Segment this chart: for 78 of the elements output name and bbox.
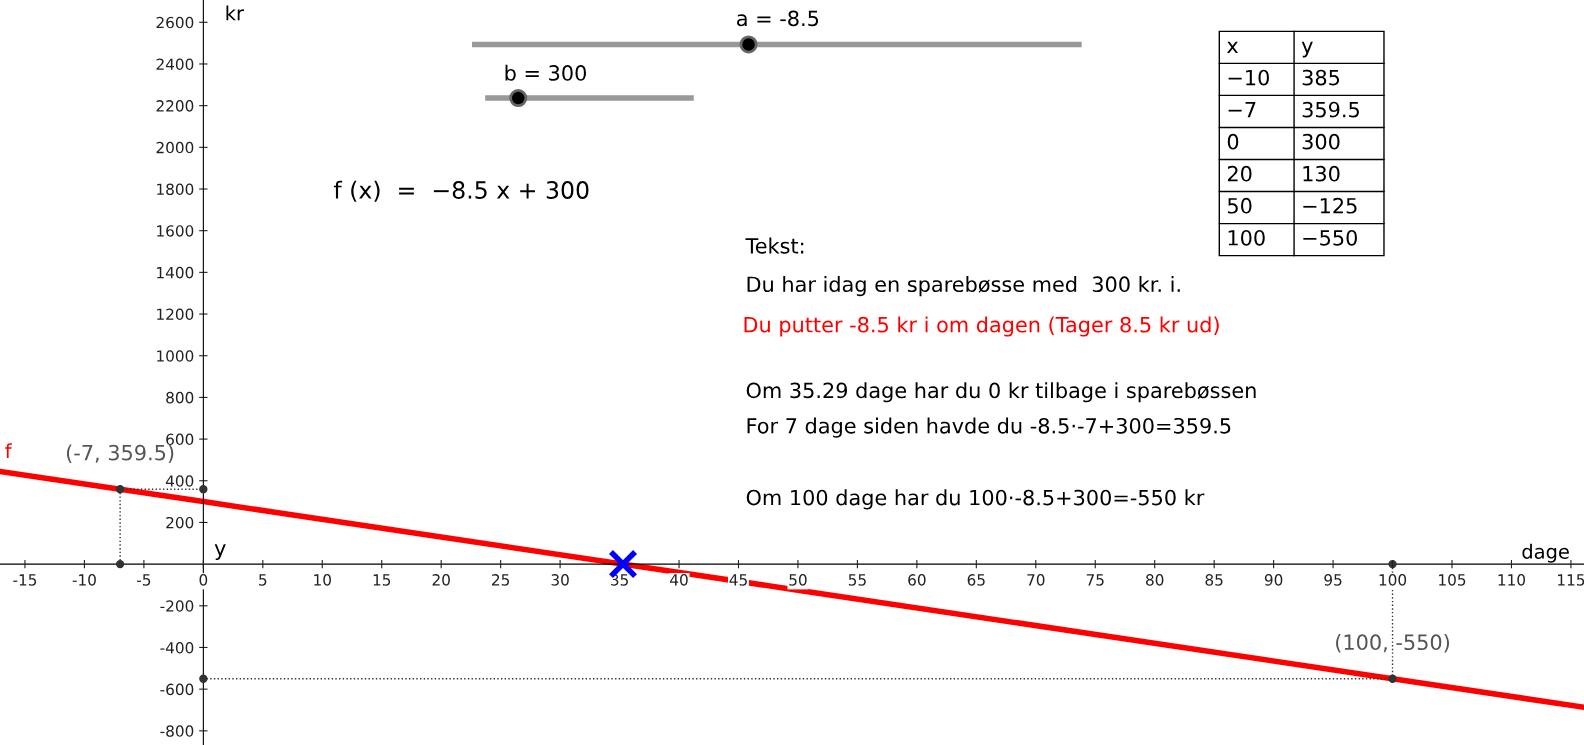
y-axis-title: kr (226, 5, 244, 21)
x-tick-label: 50 (789, 574, 807, 586)
annotation: Du har idag en sparebøsse med 300 kr. i. (747, 275, 1180, 297)
annotation: (100, -550) (1336, 633, 1450, 653)
annotation: y (214, 544, 226, 560)
y-tick-label: 800 (166, 391, 194, 404)
x-tick-label: 100 (1379, 574, 1407, 586)
annotation: For 7 dage siden havde du -8.5·-7+300=359.5 (747, 417, 1231, 438)
x-tick-label: 110 (1498, 574, 1526, 586)
annotation: −550 (1303, 229, 1357, 246)
y-tick-label: 2200 (156, 100, 194, 112)
annotation: b = 300 (505, 64, 586, 81)
annotation: Du putter -8.5 kr i om dagen (Tager 8.5 kr ud) (744, 316, 1219, 337)
annotation: −125 (1303, 197, 1357, 214)
annotation: a = -8.5 (737, 10, 819, 27)
x-tick-label: 115 (1558, 574, 1584, 586)
x-tick-label: 95 (1324, 574, 1342, 586)
x-tick-label: 10 (314, 574, 331, 586)
x-tick-label: 5 (259, 574, 267, 586)
annotation: 385 (1302, 69, 1340, 86)
annotation: x (1226, 41, 1239, 54)
annotation: y (1301, 41, 1313, 58)
y-tick-label: 1800 (157, 183, 194, 196)
y-tick-label: 2400 (156, 58, 194, 70)
point (115, 559, 125, 569)
point (1388, 559, 1397, 569)
x-tick-label: 90 (1264, 574, 1283, 586)
x-tick-label: 0 (199, 574, 208, 586)
x-tick-label: -5 (137, 574, 151, 586)
x-axis-title: dage (1522, 543, 1569, 563)
x-tick-label: 75 (1086, 574, 1104, 586)
x-tick-label: 80 (1146, 574, 1164, 586)
annotation: (-7, 359.5) (66, 444, 174, 463)
x-tick-label: 70 (1027, 574, 1045, 586)
x-tick-label: 65 (967, 574, 985, 586)
y-tick-label: 2000 (156, 141, 194, 154)
y-tick-label: -200 (160, 600, 194, 612)
x-tick-label: 85 (1205, 574, 1223, 586)
y-tick-label: 400 (165, 475, 194, 487)
point (115, 485, 125, 494)
series-label: f (5, 443, 12, 458)
annotation: 20 (1227, 165, 1252, 182)
y-tick-label: 1000 (157, 350, 194, 362)
annotation: −10 (1228, 69, 1269, 86)
x-tick-label: 45 (729, 574, 747, 586)
y-tick-label: 1600 (157, 225, 194, 237)
point (1388, 674, 1397, 683)
x-tick-label: 55 (848, 574, 866, 586)
x-tick-label: 15 (373, 574, 391, 586)
point (199, 674, 208, 683)
annotation: Om 100 dage har du 100·-8.5+300=-550 kr (746, 489, 1205, 510)
annotation: 130 (1303, 165, 1340, 182)
y-tick-label: -800 (160, 725, 194, 737)
x-tick-label: 105 (1439, 574, 1466, 586)
y-tick-label: -400 (160, 641, 194, 654)
x-tick-label: 60 (908, 574, 926, 586)
y-tick-label: 1200 (157, 308, 194, 321)
y-tick-label: 600 (166, 433, 194, 446)
y-tick-label: 200 (166, 516, 194, 529)
annotation: −7 (1228, 102, 1256, 118)
point (199, 485, 208, 494)
x-tick-label: 40 (670, 574, 688, 586)
x-tick-label: -15 (13, 574, 37, 586)
annotation: Tekst: (745, 237, 804, 254)
annotation: 100 (1228, 229, 1265, 246)
x-tick-label: 25 (492, 574, 510, 586)
x-tick-label: 20 (432, 574, 450, 586)
x-tick-label: 30 (551, 574, 569, 586)
annotation: 359.5 (1302, 101, 1359, 118)
annotation: 50 (1228, 197, 1252, 214)
y-tick-label: 2600 (156, 16, 194, 29)
y-tick-label: 1400 (157, 266, 194, 279)
y-tick-label: -600 (160, 683, 194, 696)
annotation: Om 35.29 dage har du 0 kr tilbage i sparebøssen (746, 382, 1256, 403)
annotation: 300 (1302, 133, 1340, 150)
annotation: f (x) = −8.5 x + 300 (333, 180, 589, 202)
annotation: 0 (1227, 133, 1239, 150)
x-tick-label: -10 (72, 574, 96, 586)
